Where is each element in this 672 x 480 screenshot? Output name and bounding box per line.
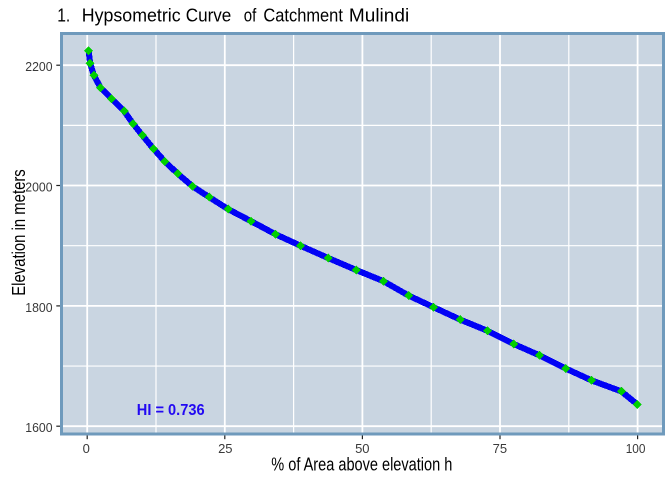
- svg-text:1800: 1800: [25, 300, 52, 315]
- svg-text:100: 100: [626, 441, 646, 456]
- svg-text:50: 50: [355, 441, 369, 456]
- svg-text:Elevation in meters: Elevation in meters: [9, 169, 29, 296]
- svg-text:0: 0: [83, 441, 90, 456]
- svg-text:25: 25: [218, 441, 232, 456]
- svg-text:HI = 0.736: HI = 0.736: [137, 402, 205, 419]
- svg-text:2200: 2200: [25, 59, 52, 74]
- svg-text:2000: 2000: [25, 180, 52, 195]
- svg-text:% of Area above elevation h: % of Area above elevation h: [271, 454, 452, 474]
- svg-text:1600: 1600: [25, 420, 52, 435]
- svg-text:1. Hypsometric Curve: 1. Hypsometric Curve of Catchment Mulind…: [57, 6, 409, 26]
- svg-text:75: 75: [493, 441, 507, 456]
